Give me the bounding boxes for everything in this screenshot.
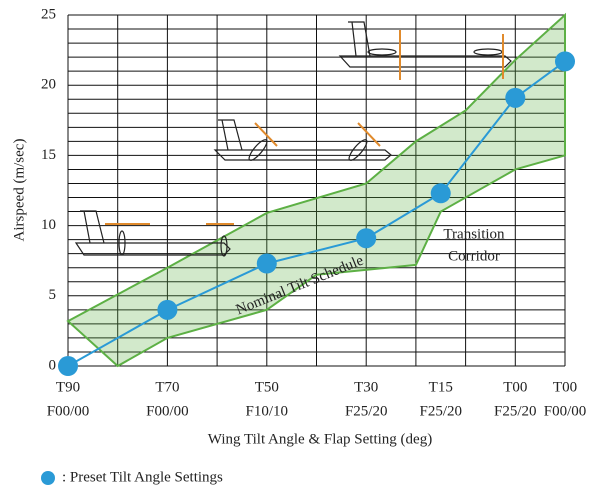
data-point — [555, 51, 575, 71]
annotation: Corridor — [448, 248, 500, 264]
x-tick-sublabel: F10/10 — [246, 403, 289, 419]
x-tick-label: T30 — [354, 379, 378, 395]
x-tick-label: T15 — [429, 379, 453, 395]
x-tick-sublabel: F00/00 — [146, 403, 189, 419]
x-tick-label: T90 — [56, 379, 80, 395]
x-tick-sublabel: F25/20 — [345, 403, 388, 419]
x-tick-label: T50 — [255, 379, 279, 395]
data-point — [431, 183, 451, 203]
y-tick-label: 15 — [41, 147, 56, 163]
page: {"chart_data": {"type": "line", "xlabel"… — [0, 0, 601, 489]
data-point — [157, 300, 177, 320]
x-axis-label: Wing Tilt Angle & Flap Setting (deg) — [208, 431, 432, 447]
chart: Airspeed (m/sec) Wing Tilt Angle & Flap … — [0, 0, 601, 489]
y-tick-label: 20 — [41, 77, 56, 93]
legend-marker — [41, 471, 55, 485]
legend-label: : Preset Tilt Angle Settings — [62, 469, 223, 485]
y-axis-label: Airspeed (m/sec) — [11, 139, 27, 242]
data-point — [356, 228, 376, 248]
data-point — [505, 88, 525, 108]
x-tick-label: T00 — [553, 379, 577, 395]
x-tick-label: T70 — [155, 379, 179, 395]
data-point — [58, 356, 78, 376]
data-point — [257, 254, 277, 274]
x-tick-label: T00 — [503, 379, 527, 395]
annotation: Transition — [443, 226, 505, 242]
x-tick-sublabel: F25/20 — [494, 403, 537, 419]
x-tick-sublabel: F25/20 — [419, 403, 462, 419]
x-tick-sublabel: F00/00 — [544, 403, 587, 419]
y-tick-label: 0 — [49, 357, 57, 373]
y-tick-label: 5 — [49, 287, 57, 303]
x-tick-sublabel: F00/00 — [47, 403, 90, 419]
y-tick-label: 10 — [41, 217, 56, 233]
y-tick-label: 25 — [41, 6, 56, 22]
